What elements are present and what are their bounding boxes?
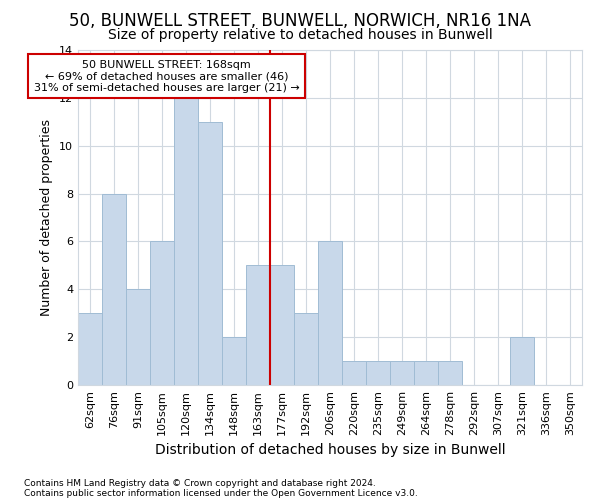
Bar — [126, 290, 150, 385]
Y-axis label: Number of detached properties: Number of detached properties — [40, 119, 53, 316]
Bar — [78, 313, 102, 385]
Bar — [150, 242, 174, 385]
Bar — [318, 242, 342, 385]
Bar — [174, 98, 198, 385]
Text: Contains public sector information licensed under the Open Government Licence v3: Contains public sector information licen… — [24, 488, 418, 498]
Bar — [222, 337, 246, 385]
Bar — [270, 266, 294, 385]
Text: Contains HM Land Registry data © Crown copyright and database right 2024.: Contains HM Land Registry data © Crown c… — [24, 478, 376, 488]
Text: 50 BUNWELL STREET: 168sqm
← 69% of detached houses are smaller (46)
31% of semi-: 50 BUNWELL STREET: 168sqm ← 69% of detac… — [34, 60, 299, 93]
Bar — [342, 361, 366, 385]
Bar — [102, 194, 126, 385]
Bar — [390, 361, 414, 385]
Bar — [438, 361, 462, 385]
Bar — [246, 266, 270, 385]
X-axis label: Distribution of detached houses by size in Bunwell: Distribution of detached houses by size … — [155, 444, 505, 458]
Bar — [366, 361, 390, 385]
Text: 50, BUNWELL STREET, BUNWELL, NORWICH, NR16 1NA: 50, BUNWELL STREET, BUNWELL, NORWICH, NR… — [69, 12, 531, 30]
Bar — [294, 313, 318, 385]
Bar — [414, 361, 438, 385]
Bar — [198, 122, 222, 385]
Text: Size of property relative to detached houses in Bunwell: Size of property relative to detached ho… — [107, 28, 493, 42]
Bar — [510, 337, 534, 385]
